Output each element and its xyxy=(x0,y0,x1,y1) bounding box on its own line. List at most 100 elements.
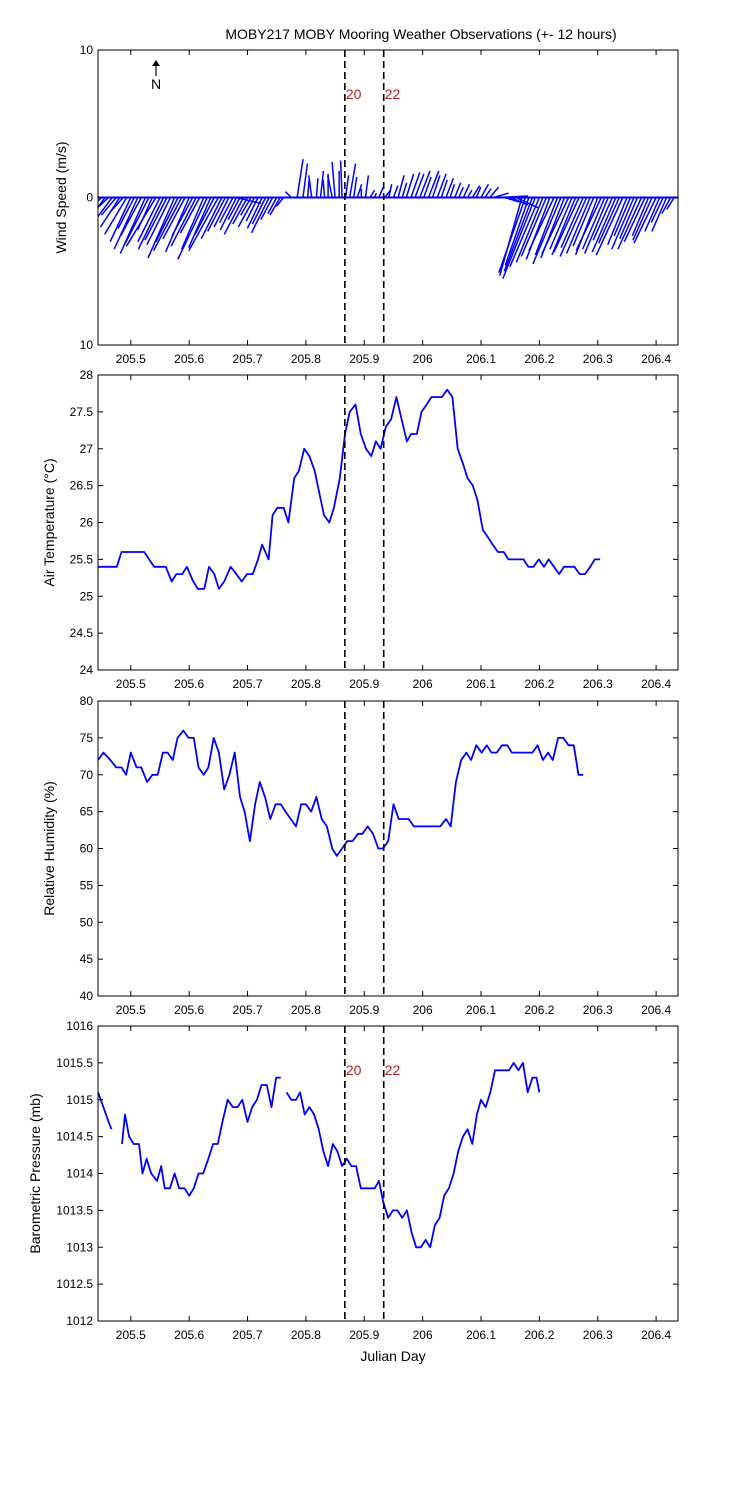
x-tick-label: 205.8 xyxy=(291,1003,321,1017)
x-tick-label: 205.9 xyxy=(349,1003,379,1017)
data-line xyxy=(98,729,584,857)
wind-vector xyxy=(219,197,238,231)
wind-vector xyxy=(245,197,259,222)
wind-vector xyxy=(284,191,292,199)
x-tick-label: 206.3 xyxy=(583,1328,613,1342)
wind-vector xyxy=(436,173,447,198)
y-tick-label: 65 xyxy=(80,805,94,819)
x-tick-label: 205.6 xyxy=(174,1003,204,1017)
wind-vector xyxy=(103,197,128,235)
y-tick-label: 1012 xyxy=(66,1314,93,1328)
wind-vector xyxy=(98,197,106,209)
wind-vector xyxy=(551,197,577,256)
y-tick-label: 27 xyxy=(80,442,94,456)
wind-vector xyxy=(650,197,664,223)
x-tick-label: 206.4 xyxy=(641,1328,671,1342)
data-line xyxy=(98,388,601,590)
x-tick-label: 206.1 xyxy=(466,352,496,366)
wind-vector xyxy=(471,185,481,198)
wind-vector xyxy=(125,197,157,247)
y-tick-label: 0 xyxy=(86,191,93,205)
wind-vector xyxy=(528,197,555,251)
wind-vector xyxy=(475,186,482,198)
wind-vector xyxy=(378,186,384,198)
north-indicator: N xyxy=(151,60,161,92)
y-tick-label: 1015 xyxy=(66,1093,93,1107)
wind-vector xyxy=(392,185,399,198)
x-tick-label: 205.7 xyxy=(233,677,263,691)
x-tick-label: 205.5 xyxy=(116,677,146,691)
wind-vector xyxy=(170,197,197,247)
wind-vector xyxy=(549,197,573,250)
wind-vector xyxy=(306,179,310,198)
wind-vector xyxy=(119,197,142,237)
wind-vector xyxy=(348,163,357,198)
x-tick-label: 206.1 xyxy=(466,1328,496,1342)
x-tick-label: 205.8 xyxy=(291,1328,321,1342)
panel-1: 20 22 205.5 205.6 205.7 205.8 205.9 206 206.1 206… xyxy=(53,43,679,366)
x-tick-label: 206.4 xyxy=(641,1003,671,1017)
x-tick-label: 206 xyxy=(413,352,433,366)
x-tick-label: 206.1 xyxy=(466,677,496,691)
y-axis-label: Wind Speed (m/s) xyxy=(53,141,69,253)
wind-vector xyxy=(427,170,440,198)
wind-vector xyxy=(458,186,464,198)
x-tick-label: 206.1 xyxy=(466,1003,496,1017)
marker-label: 20 xyxy=(346,86,362,102)
x-tick-label: 205.6 xyxy=(174,352,204,366)
x-tick-label: 205.5 xyxy=(116,1328,146,1342)
x-tick-label: 206.2 xyxy=(524,1328,554,1342)
north-arrowhead-icon xyxy=(152,60,160,66)
wind-vector xyxy=(440,179,448,198)
x-tick-label: 205.5 xyxy=(116,1003,146,1017)
wind-vector xyxy=(617,197,643,250)
wind-vector xyxy=(623,197,646,243)
y-tick-label: 1014.5 xyxy=(56,1130,93,1144)
wind-vector xyxy=(162,197,186,240)
wind-vector xyxy=(177,197,208,260)
wind-vector xyxy=(213,197,230,228)
wind-vector xyxy=(356,183,363,198)
wind-vector xyxy=(232,197,249,225)
wind-vector xyxy=(100,197,117,216)
x-tick-label: 206 xyxy=(413,1328,433,1342)
y-tick-label: 28 xyxy=(80,368,94,382)
wind-vector xyxy=(171,197,194,237)
wind-vector xyxy=(401,182,408,198)
y-axis-label: Air Temperature (°C) xyxy=(41,458,57,586)
wind-vector xyxy=(374,192,377,198)
x-tick-label: 206.4 xyxy=(641,352,671,366)
wind-vector xyxy=(235,196,262,205)
wind-vector xyxy=(98,197,113,218)
wind-vector xyxy=(644,197,661,232)
x-tick-label: 206 xyxy=(413,677,433,691)
figure-title: MOBY217 MOBY Mooring Weather Observation… xyxy=(225,26,616,42)
x-tick-label: 205.6 xyxy=(174,677,204,691)
wind-vector xyxy=(397,175,405,198)
wind-vector xyxy=(113,197,139,250)
wind-vector xyxy=(319,170,325,198)
y-tick-label: 10 xyxy=(80,338,94,352)
wind-vector xyxy=(260,197,274,220)
y-tick-label: 75 xyxy=(80,731,94,745)
wind-vector xyxy=(575,197,602,251)
wind-vector xyxy=(504,196,520,203)
panel-2: 205.5 205.6 205.7 205.8 205.9 206 206.1 206.2 20… xyxy=(41,368,679,691)
wind-vector xyxy=(631,197,650,237)
wind-vector xyxy=(315,178,319,198)
wind-vector xyxy=(137,197,165,250)
y-tick-label: 24 xyxy=(80,663,94,677)
x-tick-label: 206.3 xyxy=(583,677,613,691)
wind-vector xyxy=(462,183,471,198)
y-tick-label: 40 xyxy=(80,989,94,1003)
wind-vector xyxy=(155,197,179,243)
wind-vector xyxy=(515,197,544,263)
x-tick-label: 205.8 xyxy=(291,677,321,691)
x-tick-label: 205.6 xyxy=(174,1328,204,1342)
wind-vector xyxy=(560,197,584,248)
panel-4: 20 22 205.5 205.6 205.7 205.8 205.9 206 206.1 206… xyxy=(27,1019,679,1342)
x-tick-label: 206.2 xyxy=(524,352,554,366)
panel-data xyxy=(98,388,601,590)
wind-vector xyxy=(509,196,529,206)
x-tick-label: 205.7 xyxy=(233,352,263,366)
